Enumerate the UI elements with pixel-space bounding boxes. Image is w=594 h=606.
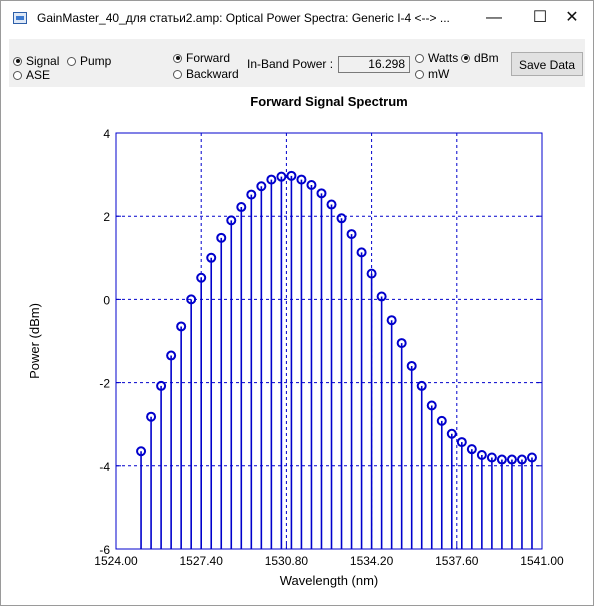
y-tick-label: -6 [99, 543, 110, 557]
data-point [356, 247, 367, 258]
y-tick-label: 4 [103, 127, 110, 141]
ase-radio-dot[interactable] [13, 70, 22, 80]
x-tick-label: 1524.00 [94, 554, 138, 568]
dbm-radio[interactable]: dBm [461, 51, 499, 65]
mw-radio[interactable]: mW [415, 67, 449, 81]
data-point [236, 202, 247, 213]
data-point [326, 199, 337, 210]
data-point [346, 229, 357, 240]
data-point [226, 215, 237, 226]
data-point [276, 171, 287, 182]
x-tick-label: 1527.40 [180, 554, 224, 568]
data-point [496, 454, 507, 465]
chart-area: Forward Signal Spectrum 1524.00 1527.40 153… [9, 87, 585, 601]
save-data-button[interactable]: Save Data [511, 52, 583, 76]
client-area: Signal Pump ASE Forward Backward In-Band… [9, 39, 585, 601]
app-icon[interactable] [13, 12, 27, 24]
plot-frame [115, 132, 543, 550]
data-point [286, 170, 297, 181]
forward-radio-dot[interactable] [173, 53, 182, 63]
watts-label: Watts [428, 51, 459, 65]
x-tick-label: 1541.00 [520, 554, 564, 568]
x-tick-label: 1537.60 [435, 554, 479, 568]
data-point [446, 428, 457, 439]
data-point [476, 449, 487, 460]
backward-radio[interactable]: Backward [173, 67, 239, 81]
close-icon[interactable]: ✕ [565, 9, 579, 26]
data-point [216, 232, 227, 243]
y-tick-label: -4 [99, 460, 110, 474]
data-point [436, 415, 447, 426]
forward-radio[interactable]: Forward [173, 51, 230, 65]
spectrum-chart: Forward Signal Spectrum 1524.00 1527.40 153… [27, 94, 564, 588]
data-point [376, 291, 387, 302]
data-point [266, 174, 277, 185]
signal-radio-dot[interactable] [13, 56, 22, 66]
y-tick-label: 0 [103, 293, 110, 307]
watts-radio[interactable]: Watts [415, 51, 458, 65]
data-point [256, 181, 267, 192]
mw-radio-dot[interactable] [415, 69, 424, 79]
data-point [486, 452, 497, 463]
signal-label: Signal [26, 54, 60, 68]
data-point [386, 315, 397, 326]
chart-title: Forward Signal Spectrum [250, 94, 407, 109]
backward-label: Backward [186, 67, 239, 81]
forward-label: Forward [186, 51, 231, 65]
data-point [146, 411, 157, 422]
data-point [136, 446, 147, 457]
data-point [166, 350, 177, 361]
pump-radio-dot[interactable] [67, 56, 76, 66]
window-title: GainMaster_40_для статьи2.amp: Optical P… [37, 11, 450, 25]
signal-radio[interactable]: Signal [13, 54, 59, 68]
data-point [516, 454, 527, 465]
inband-power-label: In-Band Power : [247, 57, 334, 71]
ase-label: ASE [26, 68, 51, 82]
watts-radio-dot[interactable] [415, 53, 424, 63]
data-point [316, 188, 327, 199]
data-point [306, 180, 317, 190]
data-point [526, 452, 537, 463]
ase-radio[interactable]: ASE [13, 68, 50, 82]
x-tick-label: 1530.80 [265, 554, 309, 568]
x-tick-label: 1534.20 [350, 554, 394, 568]
minimize-icon[interactable]: — [486, 9, 502, 26]
data-point [246, 189, 257, 200]
y-tick-label: 2 [103, 210, 110, 224]
backward-radio-dot[interactable] [173, 69, 182, 79]
pump-radio[interactable]: Pump [67, 54, 111, 68]
mw-label: mW [428, 67, 450, 81]
maximize-icon[interactable]: ☐ [532, 9, 548, 26]
data-point [426, 400, 437, 411]
data-point [206, 252, 217, 263]
data-point [196, 272, 207, 283]
title-bar[interactable]: GainMaster_40_для статьи2.amp: Optical P… [1, 1, 593, 35]
dbm-radio-dot[interactable] [461, 53, 470, 63]
data-point [456, 437, 467, 448]
data-point [156, 380, 167, 391]
data-point [396, 338, 407, 349]
data-point [506, 454, 517, 465]
data-point [186, 294, 197, 305]
data-point [296, 174, 307, 185]
y-tick-label: -2 [99, 377, 110, 391]
y-axis-label: Power (dBm) [27, 303, 42, 379]
dbm-label: dBm [474, 51, 499, 65]
inband-power-value: 16.298 [338, 56, 410, 73]
data-point [366, 268, 377, 279]
data-point [466, 444, 477, 455]
data-point [336, 213, 347, 224]
data-point [416, 380, 427, 391]
data-point [406, 360, 417, 371]
data-point [176, 321, 187, 332]
x-axis-label: Wavelength (nm) [280, 573, 379, 588]
pump-label: Pump [80, 54, 112, 68]
